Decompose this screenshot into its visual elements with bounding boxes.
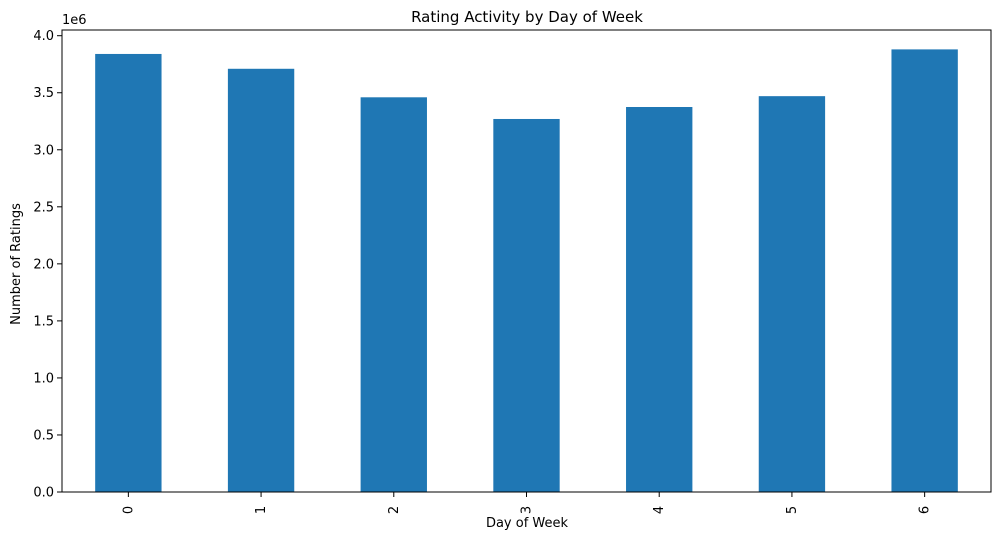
y-tick-label: 3.0	[33, 143, 54, 158]
bars-group	[95, 49, 958, 493]
bar-day-1	[227, 68, 295, 492]
y-tick-label: 1.5	[33, 314, 54, 329]
bar-day-4	[626, 107, 693, 492]
y-tick-label: 2.5	[33, 200, 54, 215]
bar-day-2	[360, 97, 427, 492]
x-tick-label: 1	[254, 506, 269, 514]
y-axis-label: Number of Ratings	[9, 203, 24, 325]
x-tick-label: 2	[387, 506, 402, 514]
x-axis-label: Day of Week	[486, 516, 569, 531]
y-tick-label: 3.5	[33, 86, 54, 101]
x-tick-label: 3	[520, 506, 535, 514]
y-tick-label: 0.0	[33, 486, 54, 501]
bar-day-3	[493, 118, 560, 492]
x-tick-label: 0	[121, 506, 136, 514]
y-tick-label: 4.0	[33, 29, 54, 44]
plot-frame	[61, 29, 992, 493]
bar-day-0	[95, 53, 162, 492]
y-tick-label: 1.0	[33, 371, 54, 386]
x-axis: 0 1 2 3 4 5 6	[121, 492, 933, 514]
x-tick-label: 4	[652, 506, 667, 514]
y-axis-multiplier: 1e6	[62, 13, 87, 28]
x-tick-label: 5	[785, 506, 800, 514]
chart-title: Rating Activity by Day of Week	[411, 8, 643, 26]
x-tick-label: 6	[918, 506, 933, 514]
y-tick-label: 2.0	[33, 257, 54, 272]
bar-day-5	[758, 96, 826, 492]
y-tick-label: 0.5	[33, 428, 54, 443]
y-axis: 0.0 0.5 1.0 1.5 2.0 2.5 3.0 3.5 4.0	[33, 29, 62, 501]
bar-day-6	[891, 49, 958, 493]
